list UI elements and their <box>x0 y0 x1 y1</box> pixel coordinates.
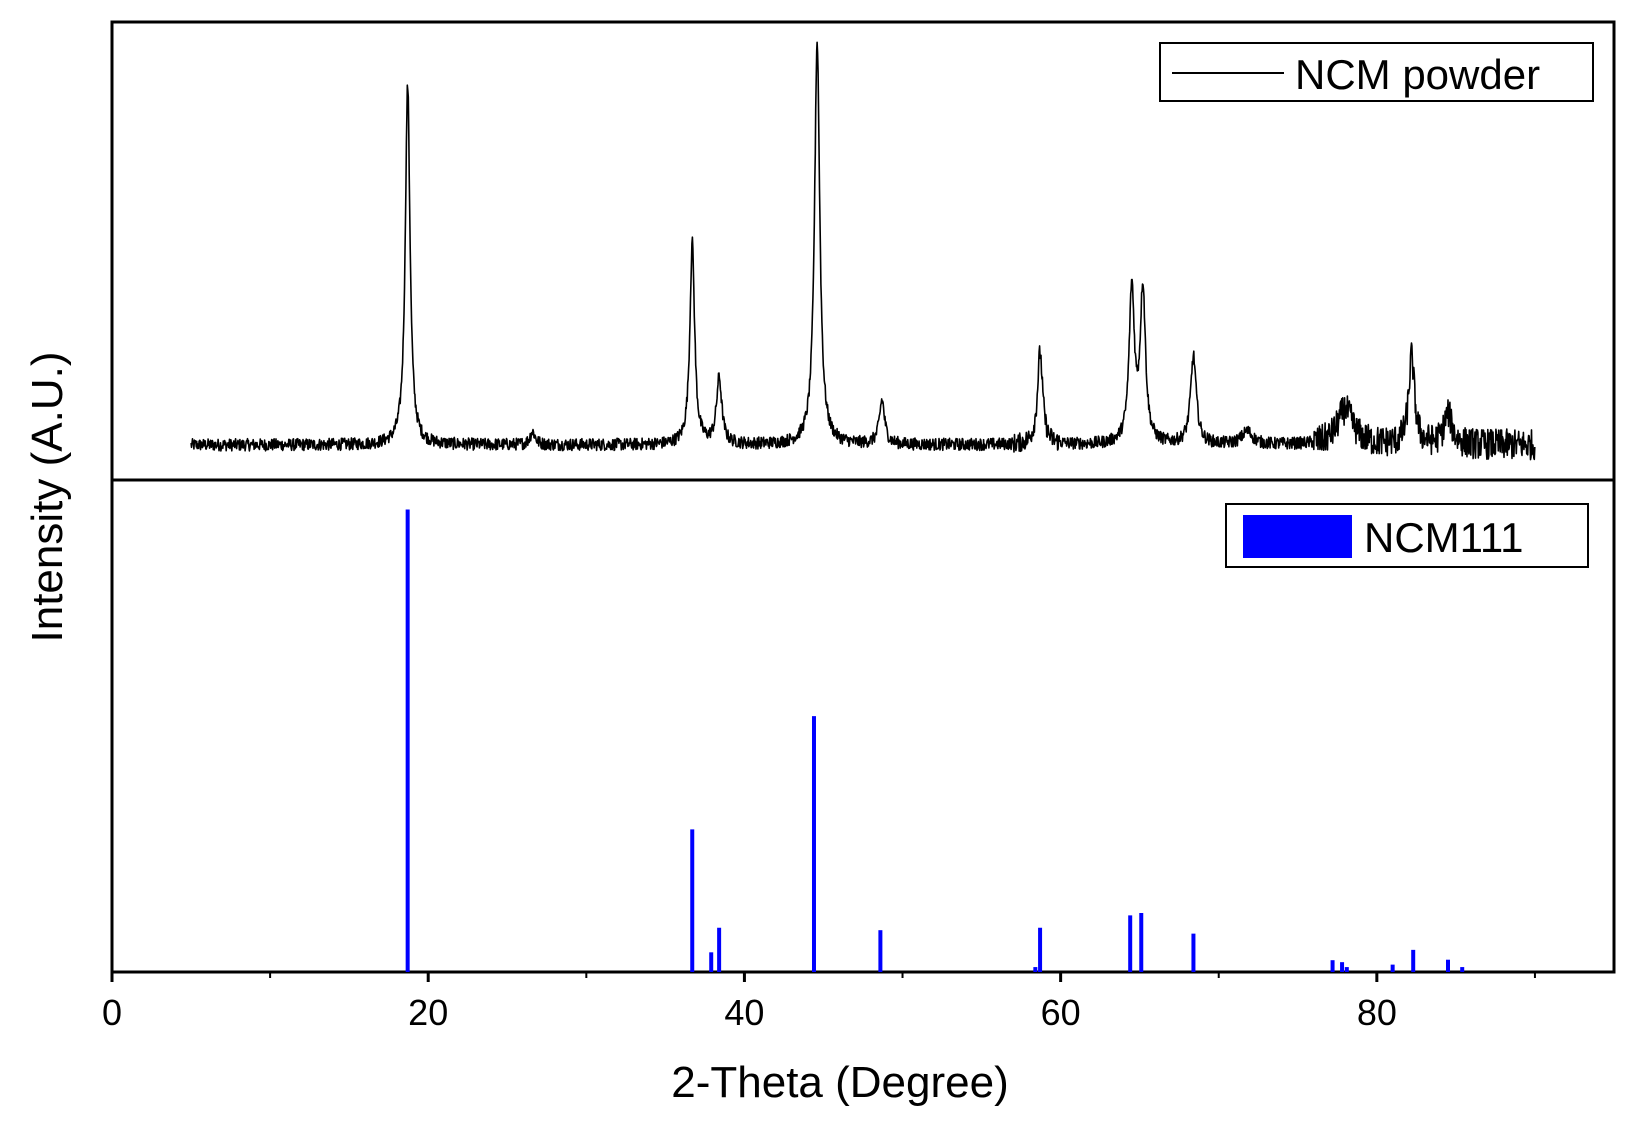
y-axis-label: Intensity (A.U.) <box>23 352 72 643</box>
plot-frame <box>110 20 1616 974</box>
x-tick-label: 0 <box>102 992 122 1033</box>
x-tick-label: 40 <box>724 992 764 1033</box>
x-axis-ticks: 0 20 40 60 80 <box>102 972 1536 1033</box>
x-tick-label: 80 <box>1357 992 1397 1033</box>
legend-bottom-swatch <box>1243 515 1352 558</box>
legend-bottom-label: NCM111 <box>1364 514 1524 561</box>
legend-top-label: NCM powder <box>1295 51 1540 98</box>
x-axis-label: 2-Theta (Degree) <box>671 1058 1008 1107</box>
ncm-powder-line <box>190 41 1536 461</box>
x-tick-label: 60 <box>1041 992 1081 1033</box>
ncm-powder-series <box>190 41 1536 461</box>
legend-top: NCM powder <box>1159 42 1594 102</box>
x-tick-label: 20 <box>408 992 448 1033</box>
legend-bottom: NCM111 <box>1225 503 1589 568</box>
ncm111-reference-lines <box>405 509 1465 972</box>
